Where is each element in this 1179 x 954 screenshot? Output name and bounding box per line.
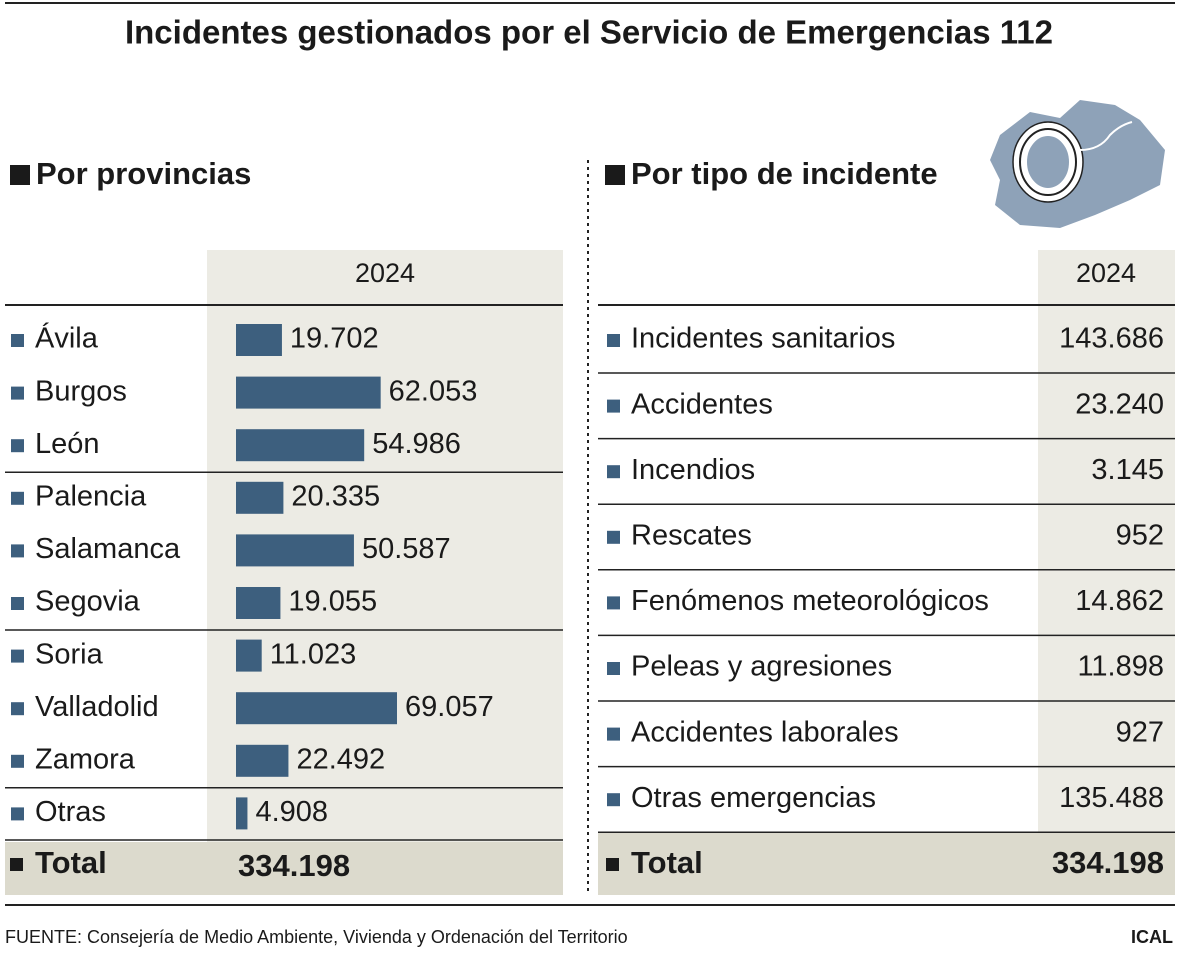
- value-label: 19.055: [288, 586, 377, 618]
- row-marker: [11, 544, 24, 558]
- heading: Por tipo de incidente: [631, 156, 938, 191]
- value-label: 11.023: [270, 638, 357, 670]
- value-label: 4.908: [255, 796, 328, 828]
- row-value: 927: [1116, 716, 1164, 748]
- total-band: [5, 842, 563, 895]
- row-label: Ávila: [35, 322, 99, 355]
- row-label: Fenómenos meteorológicos: [631, 585, 989, 617]
- bar: [236, 639, 262, 672]
- row-label: Otras: [35, 796, 106, 828]
- total-label: Total: [35, 845, 107, 880]
- row-marker: [11, 439, 24, 453]
- row-value: 952: [1116, 519, 1164, 551]
- row-label: Burgos: [35, 375, 127, 407]
- row-marker: [11, 807, 24, 821]
- row-label: Segovia: [35, 586, 141, 618]
- row-label: Accidentes: [631, 388, 773, 420]
- row-value: 11.898: [1077, 651, 1164, 683]
- credit: ICAL: [1131, 927, 1173, 947]
- bar: [236, 587, 281, 619]
- total-value: 334.198: [238, 848, 350, 883]
- bar: [236, 324, 282, 356]
- row-marker: [11, 702, 24, 716]
- total-band: [598, 832, 1175, 895]
- row-label: Accidentes laborales: [631, 716, 899, 748]
- row-marker: [607, 399, 620, 413]
- row-label: Soria: [35, 638, 104, 670]
- row-marker: [11, 491, 24, 505]
- row-marker: [11, 649, 24, 663]
- column-header: 2024: [1076, 258, 1136, 288]
- bar: [236, 692, 397, 725]
- value-label: 20.335: [291, 480, 380, 512]
- bar: [236, 744, 289, 777]
- heading-marker: [10, 165, 30, 185]
- row-marker: [607, 793, 620, 807]
- row-value: 135.488: [1059, 782, 1164, 814]
- total-marker: [10, 858, 23, 871]
- row-label: Peleas y agresiones: [631, 651, 892, 683]
- row-label: Palencia: [35, 480, 147, 512]
- row-marker: [11, 754, 24, 768]
- value-label: 22.492: [296, 743, 385, 775]
- row-value: 14.862: [1075, 585, 1164, 617]
- bar: [236, 481, 284, 514]
- total-marker: [606, 858, 619, 871]
- bar: [236, 534, 354, 567]
- row-label: Zamora: [35, 743, 136, 775]
- row-label: Rescates: [631, 519, 752, 551]
- value-label: 19.702: [290, 323, 379, 355]
- row-marker: [607, 334, 620, 347]
- row-label: Valladolid: [35, 691, 159, 723]
- row-label: Incidentes sanitarios: [631, 323, 895, 355]
- value-label: 54.986: [372, 428, 461, 460]
- value-label: 50.587: [362, 533, 451, 565]
- row-marker: [607, 465, 620, 479]
- heading: Por provincias: [36, 156, 251, 191]
- total-label: Total: [631, 845, 703, 880]
- total-value: 334.198: [1052, 845, 1164, 880]
- bar: [236, 797, 248, 830]
- column-header: 2024: [355, 258, 415, 288]
- row-marker: [11, 597, 24, 610]
- row-marker: [607, 662, 620, 675]
- row-value: 23.240: [1075, 388, 1164, 420]
- value-label: 69.057: [405, 691, 494, 723]
- row-label: Salamanca: [35, 533, 181, 565]
- row-marker: [607, 596, 620, 610]
- row-marker: [11, 386, 24, 400]
- row-value: 3.145: [1091, 454, 1164, 486]
- row-label: León: [35, 428, 100, 460]
- value-label: 62.053: [389, 375, 478, 407]
- bar: [236, 429, 365, 462]
- column-shade: [1038, 250, 1175, 895]
- heading-marker: [605, 165, 625, 185]
- row-label: Incendios: [631, 454, 755, 486]
- row-marker: [607, 727, 620, 741]
- source: FUENTE: Consejería de Medio Ambiente, Vi…: [5, 927, 628, 947]
- title: Incidentes gestionados por el Servicio d…: [125, 14, 1053, 51]
- row-marker: [607, 530, 620, 544]
- row-value: 143.686: [1059, 323, 1164, 355]
- row-label: Otras emergencias: [631, 782, 876, 814]
- map-icon: [990, 100, 1165, 228]
- row-marker: [11, 334, 24, 347]
- bar: [236, 376, 381, 409]
